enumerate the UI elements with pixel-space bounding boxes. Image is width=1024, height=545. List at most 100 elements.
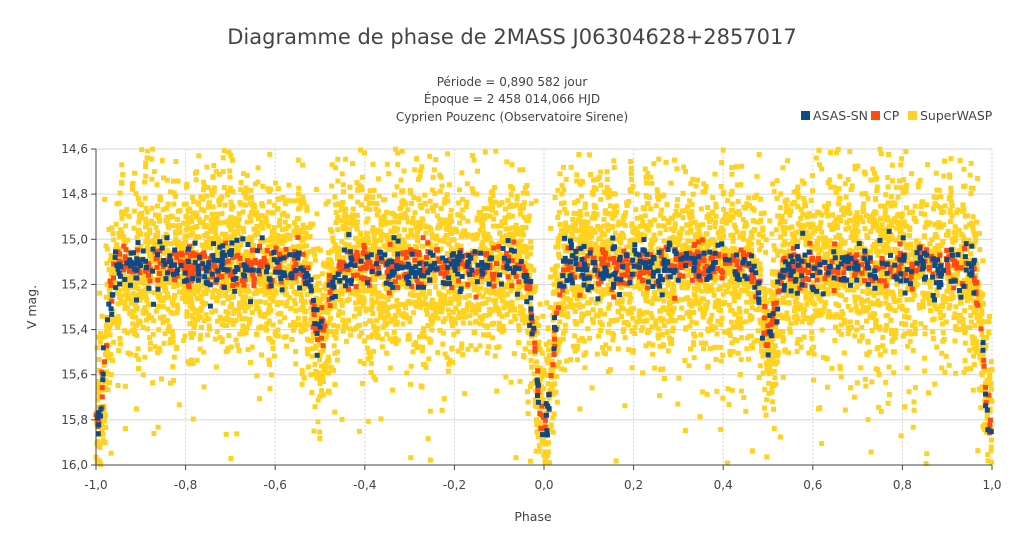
- data-point-superwasp: [476, 307, 482, 313]
- data-point-superwasp: [871, 292, 877, 298]
- data-point-superwasp: [384, 236, 390, 242]
- data-point-superwasp: [611, 158, 617, 164]
- data-point-superwasp: [222, 323, 228, 328]
- data-point-superwasp: [744, 308, 750, 314]
- data-point-superwasp: [831, 290, 837, 296]
- data-point-superwasp: [145, 240, 151, 246]
- data-point-superwasp: [183, 184, 189, 190]
- data-point-superwasp: [657, 343, 663, 349]
- data-point-superwasp: [413, 340, 419, 345]
- data-point-superwasp: [478, 321, 484, 327]
- data-point-superwasp: [236, 211, 242, 217]
- data-point-superwasp: [429, 297, 435, 303]
- data-point-superwasp: [340, 286, 346, 292]
- data-point-superwasp: [729, 340, 735, 346]
- data-point-superwasp: [235, 307, 241, 313]
- data-point-superwasp: [218, 239, 224, 245]
- data-point-superwasp: [565, 224, 571, 230]
- data-point-superwasp: [437, 327, 443, 333]
- data-point-superwasp: [294, 279, 300, 284]
- data-point-superwasp: [737, 212, 743, 217]
- data-point-superwasp: [870, 224, 876, 230]
- data-point-superwasp: [789, 224, 795, 230]
- data-point-superwasp: [565, 304, 571, 310]
- data-point-superwasp: [307, 224, 313, 230]
- data-point-superwasp: [435, 225, 441, 231]
- data-point-superwasp: [184, 181, 190, 187]
- data-point-superwasp: [138, 243, 144, 249]
- legend-label-superwasp[interactable]: SuperWASP: [920, 108, 993, 123]
- data-point-superwasp: [472, 330, 478, 335]
- data-point-superwasp: [518, 245, 524, 250]
- data-point-superwasp: [873, 261, 879, 267]
- data-point-superwasp: [193, 214, 199, 220]
- data-point-superwasp: [919, 273, 925, 279]
- data-point-superwasp: [297, 204, 303, 210]
- data-point-superwasp: [810, 188, 816, 194]
- data-point-superwasp: [630, 183, 636, 189]
- data-point-superwasp: [581, 239, 587, 245]
- data-point-superwasp: [332, 304, 338, 310]
- data-point-superwasp: [718, 321, 724, 327]
- data-point-superwasp: [848, 385, 854, 391]
- data-point-superwasp: [354, 219, 360, 225]
- data-point-superwasp: [188, 215, 194, 221]
- data-point-superwasp: [366, 350, 372, 356]
- data-point-superwasp: [353, 325, 359, 331]
- data-point-superwasp: [211, 185, 217, 191]
- data-point-superwasp: [162, 272, 168, 277]
- data-point-superwasp: [707, 225, 713, 231]
- data-point-superwasp: [476, 210, 482, 215]
- data-point-superwasp: [529, 381, 534, 387]
- data-point-superwasp: [187, 225, 193, 231]
- data-point-superwasp: [267, 361, 272, 367]
- data-point-superwasp: [948, 190, 954, 196]
- data-point-superwasp: [537, 369, 543, 375]
- data-point-superwasp: [378, 416, 384, 422]
- data-point-superwasp: [734, 283, 740, 288]
- data-point-superwasp: [597, 236, 603, 242]
- data-point-superwasp: [412, 276, 417, 282]
- data-point-superwasp: [904, 365, 910, 371]
- data-point-superwasp: [390, 387, 396, 393]
- data-point-superwasp: [326, 389, 332, 395]
- data-point-superwasp: [930, 336, 936, 341]
- data-point-superwasp: [142, 277, 148, 282]
- data-point-superwasp: [457, 312, 463, 318]
- data-point-superwasp: [519, 273, 524, 278]
- data-point-superwasp: [594, 211, 600, 217]
- data-point-superwasp: [763, 237, 769, 243]
- data-point-superwasp: [487, 235, 493, 241]
- data-point-superwasp: [270, 298, 276, 304]
- data-point-superwasp: [359, 294, 365, 300]
- data-point-superwasp: [329, 162, 335, 168]
- data-point-superwasp: [839, 293, 845, 299]
- data-point-superwasp: [234, 342, 240, 348]
- data-point-superwasp: [857, 338, 863, 344]
- data-point-superwasp: [537, 301, 543, 307]
- data-point-superwasp: [191, 199, 197, 204]
- data-point-superwasp: [721, 207, 727, 212]
- data-point-superwasp: [940, 294, 946, 299]
- legend-label-asas-sn[interactable]: ASAS-SN: [813, 108, 868, 123]
- legend-label-cp[interactable]: CP: [883, 108, 900, 123]
- data-point-superwasp: [763, 249, 769, 255]
- data-point-superwasp: [503, 374, 509, 380]
- data-point-superwasp: [142, 291, 148, 297]
- data-point-superwasp: [229, 206, 234, 212]
- data-point-superwasp: [382, 322, 388, 328]
- data-point-superwasp: [816, 147, 822, 153]
- data-point-superwasp: [833, 189, 839, 195]
- data-point-superwasp: [259, 201, 265, 207]
- legend[interactable]: ASAS-SN CP SuperWASP: [801, 108, 993, 123]
- data-point-superwasp: [661, 215, 667, 221]
- data-point-superwasp: [300, 229, 306, 235]
- data-point-superwasp: [473, 306, 479, 311]
- data-point-superwasp: [828, 150, 833, 155]
- data-point-superwasp: [189, 357, 194, 363]
- data-point-superwasp: [754, 219, 760, 225]
- data-point-superwasp: [648, 174, 654, 180]
- data-point-superwasp: [677, 212, 683, 218]
- data-point-superwasp: [546, 347, 552, 353]
- data-point-superwasp: [488, 290, 494, 296]
